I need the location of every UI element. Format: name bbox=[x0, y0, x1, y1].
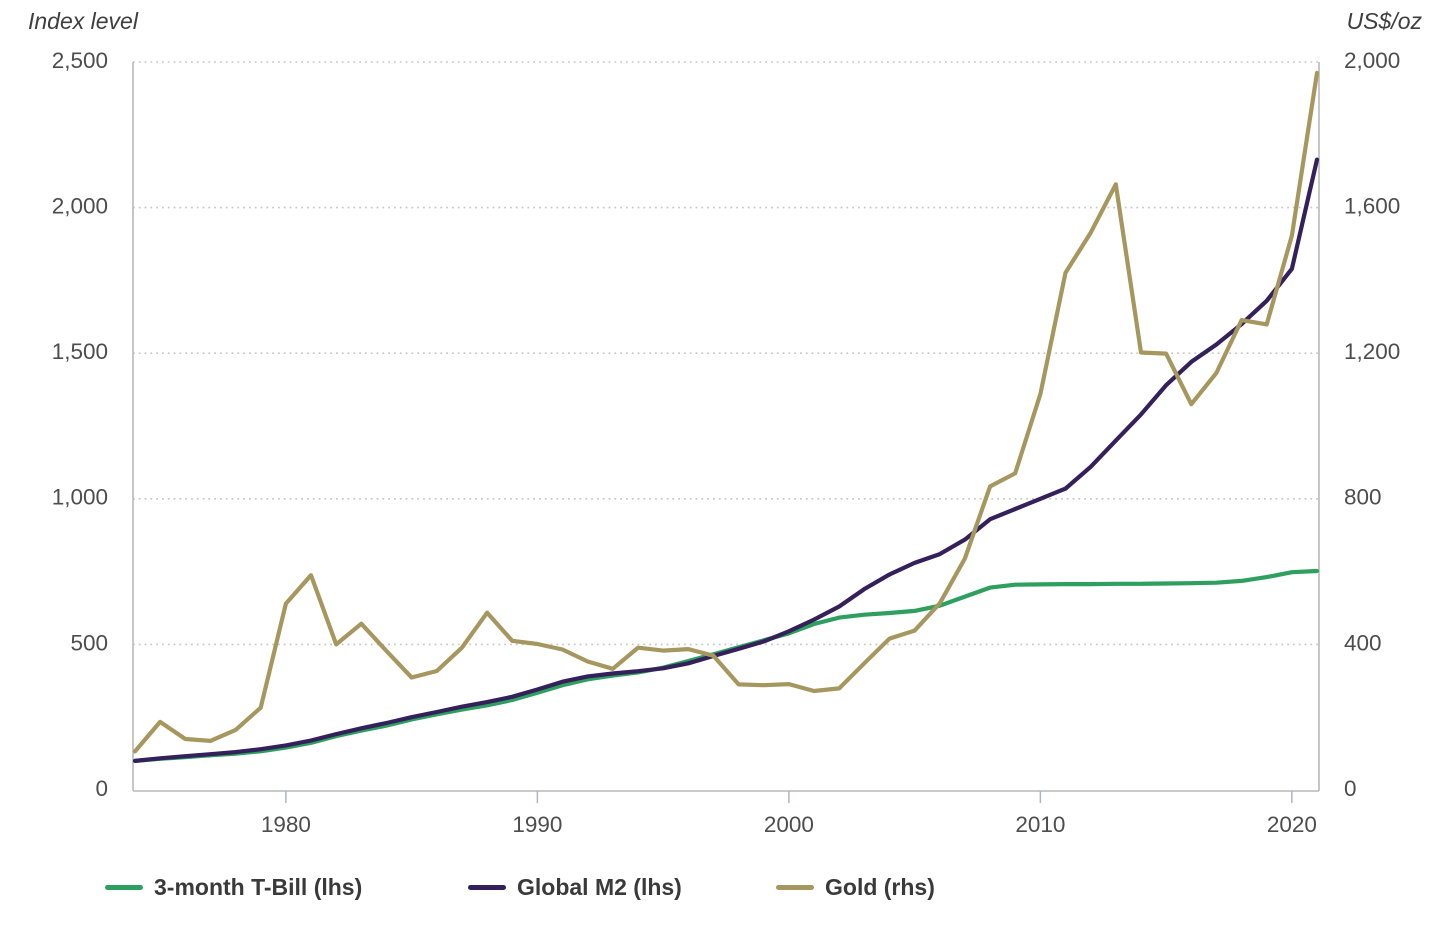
left-tick-label: 2,000 bbox=[52, 194, 108, 219]
legend: 3-month T-Bill (lhs) Global M2 (lhs) Gol… bbox=[0, 870, 1446, 910]
right-tick-label: 1,200 bbox=[1344, 339, 1400, 364]
tbill-line bbox=[132, 568, 1320, 764]
legend-item-tbill: 3-month T-Bill (lhs) bbox=[105, 870, 362, 904]
legend-item-m2: Global M2 (lhs) bbox=[468, 870, 682, 904]
x-tick-marks bbox=[285, 791, 1293, 803]
x-tick-labels: 1980 1990 2000 2010 2020 bbox=[261, 812, 1317, 837]
m2-line bbox=[132, 157, 1320, 764]
x-tick-label: 1990 bbox=[512, 812, 562, 837]
left-tick-label: 500 bbox=[70, 630, 108, 655]
right-axis-title: US$/oz bbox=[1346, 8, 1422, 34]
right-tick-labels: 0 400 800 1,200 1,600 2,000 bbox=[1344, 48, 1400, 801]
left-axis-title: Index level bbox=[28, 8, 138, 34]
x-tick-label: 1980 bbox=[261, 812, 311, 837]
x-tick-label: 2010 bbox=[1015, 812, 1065, 837]
x-tick-label: 2000 bbox=[764, 812, 814, 837]
right-tick-label: 1,600 bbox=[1344, 194, 1400, 219]
gold-line bbox=[132, 70, 1320, 754]
legend-item-gold: Gold (rhs) bbox=[776, 870, 935, 904]
legend-label-gold: Gold (rhs) bbox=[825, 873, 935, 900]
right-tick-label: 400 bbox=[1344, 630, 1382, 655]
m2-line-swatch-icon bbox=[468, 884, 506, 890]
left-tick-label: 2,500 bbox=[52, 48, 108, 73]
right-tick-label: 0 bbox=[1344, 776, 1357, 801]
left-tick-label: 1,500 bbox=[52, 339, 108, 364]
tbill-line-swatch-icon bbox=[105, 884, 143, 890]
gridlines bbox=[133, 61, 1319, 646]
legend-label-tbill: 3-month T-Bill (lhs) bbox=[154, 873, 363, 900]
gold-line-swatch-icon bbox=[776, 884, 814, 890]
legend-label-m2: Global M2 (lhs) bbox=[517, 873, 682, 900]
left-tick-label: 1,000 bbox=[52, 485, 108, 510]
left-tick-label: 0 bbox=[95, 776, 108, 801]
right-tick-label: 2,000 bbox=[1344, 48, 1400, 73]
x-tick-label: 2020 bbox=[1267, 812, 1317, 837]
series-lines bbox=[132, 70, 1320, 764]
right-tick-label: 800 bbox=[1344, 485, 1382, 510]
left-tick-labels: 0 500 1,000 1,500 2,000 2,500 bbox=[52, 48, 108, 801]
